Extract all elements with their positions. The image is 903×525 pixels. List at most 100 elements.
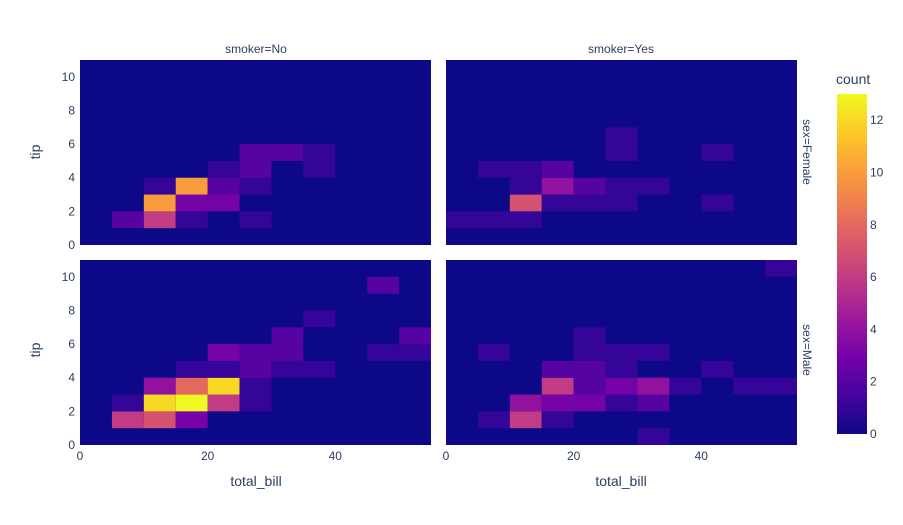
heatmap-cell <box>509 411 542 429</box>
heatmap-cell <box>605 177 638 195</box>
heatmap-cell <box>143 377 176 395</box>
heatmap-cell <box>175 411 208 429</box>
colorbar-tick-label: 6 <box>870 270 877 284</box>
facet-panel <box>446 260 797 445</box>
heatmap-cell <box>573 344 606 361</box>
heatmap-cell <box>143 394 176 412</box>
heatmap-cell <box>605 377 638 395</box>
heatmap-cell <box>541 394 574 412</box>
heatmap-cell <box>573 377 606 395</box>
heatmap-cell <box>477 344 510 361</box>
heatmap-cell <box>605 194 638 212</box>
column-label-smoker-yes: smoker=Yes <box>588 42 654 56</box>
x-tick-label: 0 <box>443 449 450 463</box>
heatmap-cell <box>509 394 542 412</box>
heatmap-cell <box>509 194 542 212</box>
column-label-smoker-no: smoker=No <box>225 42 287 56</box>
row-label-sex-male: sex=Male <box>800 324 814 376</box>
colorbar-ticks: 0 2 4 6 8 10 12 <box>870 113 884 441</box>
heatmap-cell <box>399 344 431 361</box>
heatmap-cell <box>207 160 240 178</box>
heatmap-cell <box>637 394 670 412</box>
heatmap-cell <box>669 377 702 395</box>
heatmap-cell <box>175 377 208 395</box>
heatmap-cell <box>271 360 304 378</box>
heatmap-cell <box>541 411 574 429</box>
heatmap-cell <box>605 127 638 145</box>
axis-ticks: 0 2 4 6 8 10 0 2 4 6 8 10 0 20 40 0 20 40 <box>62 70 709 463</box>
heatmap-cell <box>765 260 797 277</box>
y-tick-label: 4 <box>68 371 75 385</box>
heatmap-cell <box>207 177 240 195</box>
y-tick-label: 8 <box>68 103 75 117</box>
heatmap-cell <box>303 160 336 178</box>
heatmap-cell <box>239 394 272 412</box>
heatmap-cell <box>207 344 240 361</box>
heatmap-cell <box>207 394 240 412</box>
heatmap-cell <box>637 177 670 195</box>
heatmap-cell <box>303 144 336 161</box>
y-axis-title-top: tip <box>27 144 43 159</box>
x-axis-title-left: total_bill <box>230 473 281 489</box>
heatmap-cell <box>207 360 240 378</box>
y-tick-label: 0 <box>68 238 75 252</box>
facet-panel <box>446 60 797 245</box>
heatmap-cell <box>303 360 336 378</box>
heatmap-cell <box>111 411 144 429</box>
heatmap-cell <box>541 360 574 378</box>
heatmap-cell <box>541 194 574 212</box>
heatmap-cell <box>541 177 574 195</box>
colorbar-tick-label: 4 <box>870 322 877 336</box>
heatmap-cell <box>477 160 510 178</box>
heatmap-cell <box>207 194 240 212</box>
heatmap-cell <box>367 276 400 294</box>
heatmap-cell <box>541 160 574 178</box>
heatmap-cell <box>239 377 272 395</box>
heatmap-cell <box>637 377 670 395</box>
heatmap-cell <box>701 194 734 212</box>
heatmap-cell <box>605 394 638 412</box>
heatmap-cell <box>733 377 766 395</box>
heatmap-cell <box>175 360 208 378</box>
y-tick-label: 2 <box>68 204 75 218</box>
heatmap-cell <box>573 360 606 378</box>
heatmap-cell <box>573 394 606 412</box>
heatmap-cell <box>477 411 510 429</box>
heatmap-cell <box>143 411 176 429</box>
heatmap-cell <box>175 394 208 412</box>
x-tick-label: 40 <box>695 449 709 463</box>
colorbar-title: count <box>836 71 870 87</box>
heatmap-cell <box>239 144 272 161</box>
colorbar-tick-label: 0 <box>870 427 877 441</box>
row-label-sex-female: sex=Female <box>800 119 814 185</box>
x-tick-label: 40 <box>329 449 343 463</box>
y-tick-label: 2 <box>68 404 75 418</box>
heatmap-cell <box>765 377 797 395</box>
x-tick-label: 20 <box>567 449 581 463</box>
heatmap-cell <box>509 211 542 229</box>
heatmap-cell <box>175 177 208 195</box>
y-axis-title-bottom: tip <box>27 342 43 357</box>
heatmap-cell <box>271 344 304 361</box>
heatmap-cell <box>637 344 670 361</box>
heatmap-cell <box>701 144 734 161</box>
heatmap-cell <box>111 394 144 412</box>
heatmap-cell <box>605 344 638 361</box>
heatmap-cell <box>541 377 574 395</box>
heatmap-cell <box>477 211 510 229</box>
heatmap-cell <box>399 327 431 345</box>
heatmap-cell <box>271 327 304 345</box>
y-tick-label: 10 <box>62 70 76 84</box>
facet-panel <box>80 260 431 445</box>
x-tick-label: 20 <box>201 449 215 463</box>
heatmap-cell <box>239 360 272 378</box>
heatmap-cell <box>271 144 304 161</box>
heatmap-cell <box>573 327 606 345</box>
heatmap-cell <box>605 144 638 161</box>
facet-panels <box>80 60 797 445</box>
heatmap-cell <box>143 194 176 212</box>
y-tick-label: 0 <box>68 438 75 452</box>
x-axis-title-right: total_bill <box>595 473 646 489</box>
heatmap-cell <box>446 211 478 229</box>
